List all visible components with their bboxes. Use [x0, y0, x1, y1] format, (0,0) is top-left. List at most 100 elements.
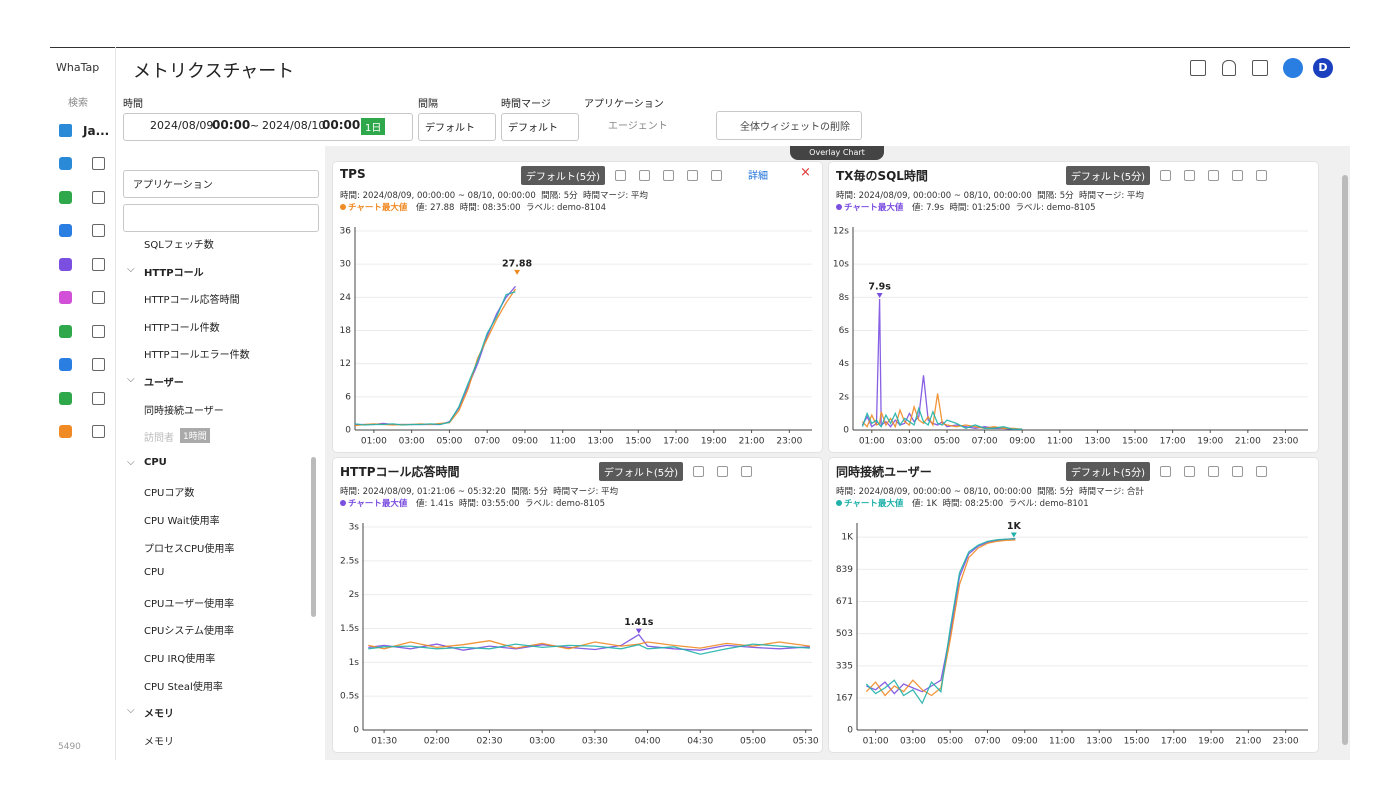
x-tick-label: 05:30	[793, 737, 819, 747]
tree-item[interactable]: 訪問者	[144, 433, 174, 445]
nav-icon[interactable]	[59, 425, 72, 438]
series-line	[354, 288, 517, 427]
tool-icon[interactable]	[1232, 170, 1243, 181]
tool-icon[interactable]	[615, 170, 626, 181]
tool-icon[interactable]	[1208, 170, 1219, 181]
project[interactable]: Ja...	[83, 124, 110, 138]
interval-label: 間隔	[418, 99, 438, 110]
delete-all-button[interactable]	[716, 111, 862, 140]
tree-item[interactable]: プロセスCPU使用率	[144, 543, 235, 555]
tool-icon[interactable]	[1256, 466, 1267, 477]
tree-group[interactable]: CPU	[144, 456, 167, 468]
nav-icon[interactable]	[92, 190, 105, 204]
tree-item[interactable]: メモリ	[144, 736, 174, 748]
tree-item[interactable]: CPUユーザー使用率	[144, 598, 235, 610]
nav-icon[interactable]	[92, 257, 105, 271]
brand[interactable]: WhaTap	[56, 61, 100, 74]
y-tick-label: 24	[340, 293, 352, 303]
chart-plot: 0 2s 4s 6s 8s 10s 12s 01:00 03:00 05:00 07:00 09:00…	[833, 227, 1308, 447]
tree-item[interactable]: HTTPコール件数	[144, 322, 220, 334]
tree-item[interactable]: 同時接続ユーザー	[144, 405, 224, 417]
x-tick-label: 01:00	[859, 437, 885, 447]
nav-icon[interactable]	[59, 291, 72, 304]
nav-icon[interactable]	[59, 358, 72, 371]
tree-item[interactable]: HTTPコール応答時間	[144, 295, 240, 307]
detail-link[interactable]: 詳細	[748, 171, 768, 182]
overlay-toggle[interactable]: Overlay Chart	[790, 146, 884, 160]
x-tick-label: 05:00	[934, 437, 960, 447]
close-icon[interactable]: ×	[800, 165, 811, 180]
chart-panel: TPS デフォルト(5分) 詳細 × 時間: 2024/08/09, 00:00:00 …	[333, 162, 822, 452]
tree-item[interactable]: CPUシステム使用率	[144, 626, 235, 638]
tree-group[interactable]: ユーザー	[144, 378, 184, 389]
interval: デフォルト	[425, 123, 475, 134]
nav-icon[interactable]	[59, 224, 72, 237]
nav-icon[interactable]	[59, 324, 72, 338]
interval-button[interactable]: デフォルト(5分)	[520, 166, 605, 185]
tree-item[interactable]: CPU	[144, 567, 165, 579]
interval-select[interactable]	[418, 113, 496, 141]
max-dot	[836, 500, 842, 506]
avatar[interactable]: D	[1313, 58, 1333, 78]
tool-icon[interactable]	[1184, 466, 1195, 477]
nav-icon[interactable]	[92, 291, 105, 304]
tree-item[interactable]: CPU Steal使用率	[144, 681, 223, 693]
tree-item[interactable]: SQLフェッチ数	[144, 240, 214, 251]
tool-icon[interactable]	[1232, 466, 1243, 477]
nav-icon[interactable]	[59, 391, 72, 405]
tool-icon[interactable]	[687, 170, 698, 181]
tool-icon[interactable]	[1256, 170, 1267, 181]
notice-icon[interactable]	[1190, 60, 1206, 76]
tree-group[interactable]: メモリ	[144, 709, 174, 721]
merge-select[interactable]	[501, 113, 579, 141]
tree-search[interactable]	[123, 204, 319, 232]
chart-info: 時間: 2024/08/09, 00:00:00 ~ 08/10, 00:00:…	[340, 191, 648, 201]
nav-icon[interactable]	[92, 324, 105, 338]
x-tick-label: 21:00	[1235, 437, 1261, 447]
agent[interactable]: エージェント	[608, 121, 668, 132]
y-tick-label: 0	[353, 726, 359, 736]
tool-icon[interactable]	[1160, 170, 1171, 181]
tool-icon[interactable]	[693, 466, 704, 477]
max-marker	[514, 269, 521, 275]
tool-icon[interactable]	[717, 466, 728, 477]
x-tick-label: 15:00	[625, 437, 651, 447]
tool-icon[interactable]	[639, 170, 650, 181]
interval-button[interactable]: デフォルト(5分)	[598, 462, 683, 481]
search[interactable]: 検索	[68, 98, 88, 109]
tree-group[interactable]: HTTPコール	[144, 267, 204, 279]
tree-item[interactable]: CPU IRQ使用率	[144, 654, 216, 665]
nav-icon[interactable]	[92, 157, 105, 170]
nav-icon[interactable]	[92, 358, 105, 371]
chat-icon[interactable]	[1283, 58, 1303, 78]
series-line	[865, 538, 1016, 705]
nav-icon[interactable]	[59, 157, 72, 170]
nav-icon[interactable]	[92, 425, 105, 438]
bell-icon[interactable]	[1222, 60, 1236, 76]
calendar-icon[interactable]	[1252, 60, 1268, 76]
nav-icon[interactable]	[92, 224, 105, 237]
app-select[interactable]	[123, 170, 319, 198]
tool-icon[interactable]	[1184, 170, 1195, 181]
tree-item[interactable]: CPUコア数	[144, 488, 195, 500]
tree-item[interactable]: HTTPコールエラー件数	[144, 350, 250, 362]
x-tick-label: 03:00	[399, 437, 425, 447]
interval-button[interactable]: デフォルト(5分)	[1065, 166, 1150, 185]
max-label: 27.88	[502, 258, 532, 269]
tree-item[interactable]: CPU Wait使用率	[144, 516, 220, 527]
y-tick-label: 0.5s	[340, 692, 359, 702]
nav-icon[interactable]	[92, 391, 105, 405]
tool-icon[interactable]	[741, 466, 752, 477]
tool-icon[interactable]	[663, 170, 674, 181]
max-detail: 値: 1.41s 時間: 03:55:00 ラベル: demo-8105	[416, 499, 605, 509]
tool-icon[interactable]	[1208, 466, 1219, 477]
interval-button[interactable]: デフォルト(5分)	[1065, 462, 1150, 481]
tool-icon[interactable]	[711, 170, 722, 181]
nav-icon[interactable]	[59, 190, 72, 204]
nav-icon[interactable]	[59, 257, 72, 271]
tool-icon[interactable]	[1160, 466, 1171, 477]
y-tick-label: 167	[836, 694, 853, 704]
max-detail: 値: 7.9s 時間: 01:25:00 ラベル: demo-8105	[912, 203, 1096, 213]
